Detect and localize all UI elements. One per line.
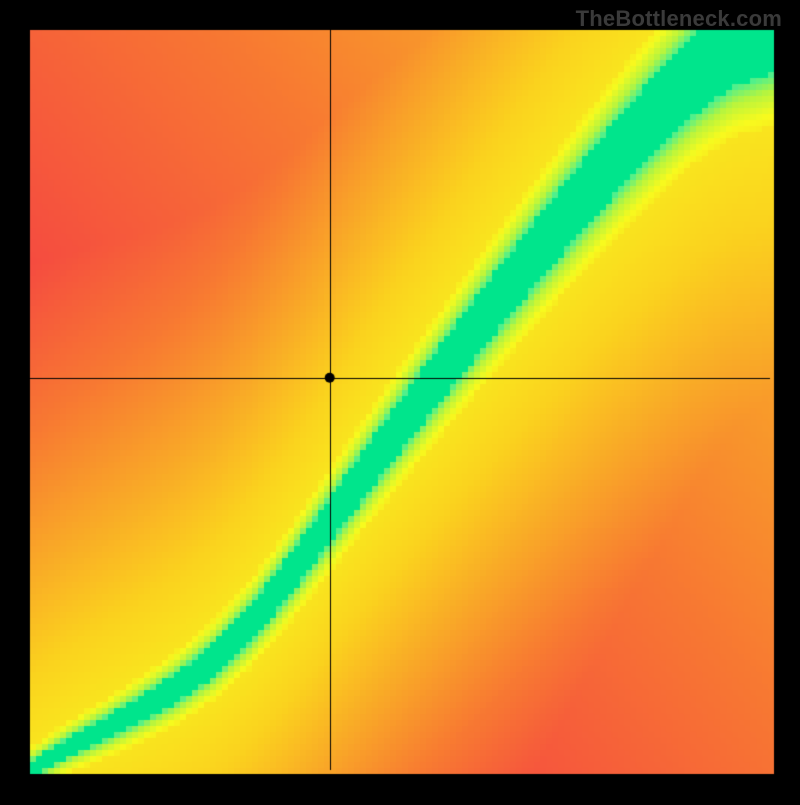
watermark-text: TheBottleneck.com bbox=[576, 6, 782, 32]
heatmap-canvas bbox=[0, 0, 800, 800]
bottleneck-heatmap: TheBottleneck.com bbox=[0, 0, 800, 800]
